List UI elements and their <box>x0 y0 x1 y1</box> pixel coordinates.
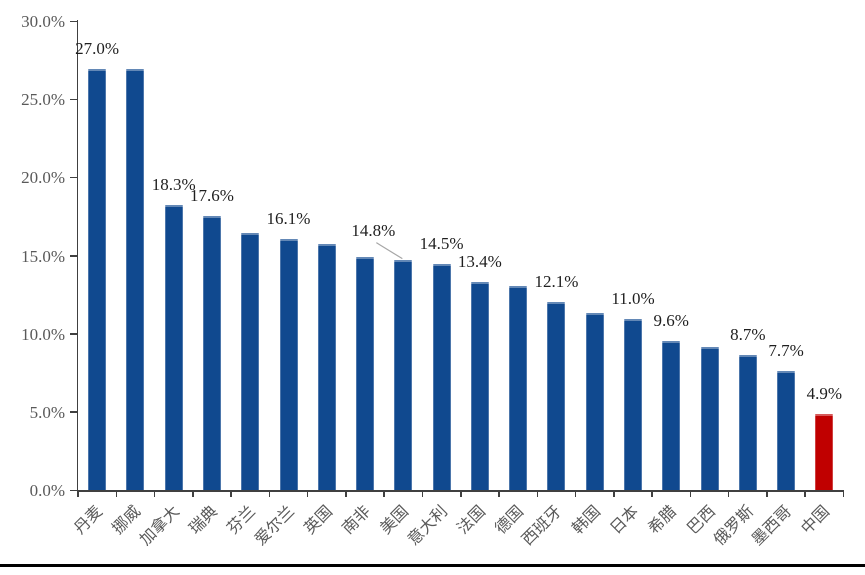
bar <box>662 340 681 490</box>
category-label: 韩国 <box>569 503 604 538</box>
x-axis-tick <box>153 490 156 497</box>
bar <box>279 239 298 490</box>
value-label: 14.5% <box>419 234 464 254</box>
x-axis-tick <box>383 490 385 497</box>
category-label: 西班牙 <box>519 503 566 549</box>
category-label: 墨西哥 <box>749 503 796 549</box>
category-label: 爱尔兰 <box>251 503 298 549</box>
category-label: 芬兰 <box>224 503 260 538</box>
category-label: 俄罗斯 <box>710 503 757 549</box>
category-label: 丹麦 <box>71 503 107 538</box>
x-axis-tick <box>651 490 653 497</box>
value-label: 27.0% <box>75 38 120 58</box>
value-label: 13.4% <box>457 251 502 271</box>
x-axis-tick <box>574 490 577 497</box>
y-axis-tick <box>70 333 77 335</box>
category-label: 希腊 <box>645 503 681 538</box>
y-axis-label: 10.0% <box>21 324 65 344</box>
value-label: 4.9% <box>806 384 843 404</box>
x-axis-tick <box>230 490 232 497</box>
bar <box>509 286 528 490</box>
category-label: 瑞典 <box>186 503 221 538</box>
x-axis-tick <box>842 490 845 497</box>
bar <box>88 68 107 490</box>
y-axis <box>76 20 78 492</box>
bar <box>317 244 336 490</box>
category-label: 意大利 <box>404 503 451 549</box>
category-label: 中国 <box>798 503 834 538</box>
y-axis-tick <box>70 20 77 23</box>
bar <box>126 68 145 490</box>
value-label: 18.3% <box>151 174 196 194</box>
bar <box>164 204 183 490</box>
y-axis-label: 15.0% <box>21 246 65 266</box>
y-axis-tick <box>70 255 77 257</box>
bar <box>356 256 375 490</box>
category-label: 挪威 <box>109 503 145 538</box>
value-label: 16.1% <box>266 209 311 229</box>
bar <box>470 281 489 490</box>
value-label: 9.6% <box>653 310 689 330</box>
value-label: 11.0% <box>611 289 655 309</box>
y-axis-label: 0.0% <box>29 481 65 500</box>
value-label: 14.8% <box>351 220 396 240</box>
value-label: 8.7% <box>730 325 766 345</box>
x-axis-tick <box>460 490 462 497</box>
y-axis-tick <box>70 489 77 491</box>
bottom-rule <box>0 564 865 567</box>
bar <box>700 347 719 490</box>
value-label: 7.7% <box>768 340 804 360</box>
bar <box>202 215 221 490</box>
x-axis-tick <box>536 490 539 497</box>
x-axis-tick <box>115 490 118 497</box>
y-axis-label: 30.0% <box>21 12 65 32</box>
category-label: 南非 <box>339 503 375 538</box>
y-axis-label: 25.0% <box>21 90 65 110</box>
bar <box>623 319 642 490</box>
bar <box>547 301 566 490</box>
value-label: 12.1% <box>534 271 579 291</box>
bar <box>777 370 796 490</box>
category-label: 法国 <box>454 503 489 538</box>
bar-highlight-china <box>815 414 834 490</box>
x-axis-tick <box>689 490 692 497</box>
x-axis-tick <box>804 490 806 497</box>
x-axis-tick <box>613 490 615 497</box>
bar <box>738 355 757 490</box>
x-axis-tick <box>306 490 309 497</box>
bar <box>241 233 260 490</box>
y-axis-label: 5.0% <box>29 402 65 422</box>
bar <box>394 259 413 490</box>
y-axis-tick <box>70 176 77 179</box>
category-label: 加拿大 <box>136 503 183 549</box>
x-axis-tick <box>192 490 194 497</box>
bar <box>585 312 604 490</box>
category-label: 英国 <box>301 503 336 538</box>
x-axis-tick <box>498 490 500 497</box>
x-axis-tick <box>77 490 79 497</box>
x-axis-tick <box>766 490 768 497</box>
x-axis-tick <box>421 490 424 497</box>
x-axis-tick <box>268 490 271 497</box>
bar <box>432 264 451 490</box>
y-axis-tick <box>70 98 77 101</box>
x-axis-tick <box>727 490 730 497</box>
y-axis-tick <box>70 411 77 413</box>
value-label: 17.6% <box>189 185 234 205</box>
category-label: 巴西 <box>683 503 719 538</box>
x-axis-tick <box>345 490 347 497</box>
category-label: 美国 <box>377 503 413 538</box>
y-axis-label: 20.0% <box>21 168 65 188</box>
category-label: 日本 <box>607 503 643 538</box>
